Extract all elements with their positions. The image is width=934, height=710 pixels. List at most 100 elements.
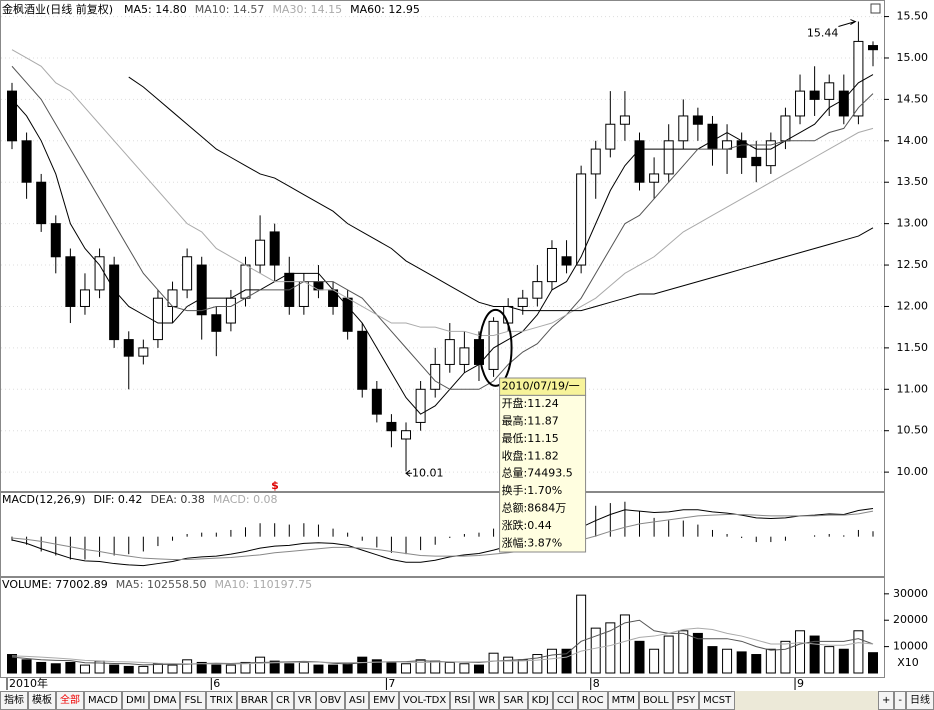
tab[interactable]: BRAR [236,691,272,710]
tab[interactable]: WR [474,691,500,710]
candle-body [21,140,32,183]
tab[interactable]: FSL [180,691,206,710]
tab[interactable]: VOL-TDX [398,691,451,710]
candle-body [196,264,207,316]
x-tick-label: 2010年 [9,676,48,690]
candle-body [736,140,747,158]
volume-bar [109,664,120,674]
volume-bar [79,664,90,674]
unit-label: X10 [897,656,919,669]
ma-line [128,76,874,312]
candle-body [853,40,864,117]
candle-body [430,363,441,390]
volume-bar [430,660,441,674]
volume-bar [284,663,295,674]
volume-bar [371,659,382,674]
volume-bar [196,661,207,674]
candle-body [765,140,776,167]
ma-line [11,74,874,415]
candle-body [503,305,514,324]
y-tick-label: 10.50 [897,424,929,437]
volume-bar [269,660,280,674]
tab[interactable]: 全部 [56,691,84,710]
legend-entry: MA5: 102558.50 [116,578,207,591]
candle-body [386,421,397,432]
tab[interactable]: KDJ [527,691,553,710]
y-tick-label: 12.50 [897,258,929,271]
tab[interactable]: MTM [607,691,639,710]
volume-bar [167,664,178,674]
volume-bar [663,635,674,674]
volume-bar [634,640,645,674]
volume-bar [503,656,514,674]
volume-bar [138,665,149,674]
tooltip-row: 最低:11.15 [502,432,559,445]
tab[interactable]: ROC [577,691,608,710]
tooltip: 2010/07/19/一开盘:11.24 最高:11.87 最低:11.15 收盘:1… [499,377,587,553]
volume-bar [649,648,660,674]
ma-line [11,49,874,336]
volume-bar [123,665,134,674]
tab[interactable]: CR [272,691,294,710]
y-tick-label: 13.00 [897,217,929,230]
candle-body [328,289,339,307]
tab[interactable]: BOLL [638,691,673,710]
legend-entry: MA5: 14.80 [124,3,187,16]
volume-bar [473,664,484,674]
legend-entry: MACD: 0.08 [213,493,278,506]
tab[interactable]: DMA [149,691,181,710]
tab[interactable]: VR [293,691,316,710]
candle-body [824,82,835,100]
tooltip-row: 涨幅:3.87% [502,536,563,549]
volume-bar [678,630,689,674]
tooltip-row: 总量:74493.5 [502,466,573,480]
candle-body [79,289,90,307]
tab[interactable]: OBV [315,691,345,710]
chart-title: 金枫酒业(日线 前复权) [2,2,113,16]
volume-bar [561,648,572,674]
tab[interactable]: ASI [345,691,370,710]
y-tick-label: 14.00 [897,134,929,147]
tab[interactable]: PSY [672,691,700,710]
tab[interactable]: DMI [121,691,150,710]
volume-bar [517,659,528,674]
candle-body [605,123,616,150]
toolbar-button[interactable]: - [894,691,906,710]
high-annotation: 15.44 [807,27,839,40]
y-tick-label: 12.00 [897,299,929,312]
candle-body [65,256,76,307]
volume-panel [0,577,885,678]
candle-body [401,430,412,440]
candle-body [123,339,134,357]
tab[interactable]: SAR [499,691,528,710]
toolbar-button[interactable]: 日线 [906,691,934,710]
tab[interactable]: 指标 [0,691,28,710]
candle-body [707,123,718,150]
tab[interactable]: TRIX [205,691,237,710]
candle-body [868,45,878,51]
x-tick-label: 8 [593,677,600,690]
candle-body [50,223,61,258]
tab[interactable]: RSI [450,691,475,710]
tab[interactable]: MACD [84,691,122,710]
volume-bar [415,659,426,674]
volume-ma-line [11,627,874,665]
volume-bar [838,648,849,674]
highlight-ellipse [478,308,513,387]
candle-body [795,90,806,117]
volume-bar [532,654,543,674]
candle-body [357,330,368,390]
candle-body [663,140,674,175]
volume-bar [605,622,616,674]
candle-body [751,156,762,167]
y-tick-label: 11.00 [897,382,929,395]
tab[interactable]: EMV [369,691,399,710]
tab[interactable]: CCI [552,691,578,710]
panel-icon[interactable] [870,3,881,14]
y-tick-label: 10000 [893,640,928,653]
tooltip-row: 涨跌:0.44 [502,518,552,532]
toolbar-button[interactable]: + [878,691,895,710]
right-buttons: + - 日线 [878,691,934,710]
tab[interactable]: 模板 [28,691,56,710]
tab[interactable]: MCST [699,691,736,710]
